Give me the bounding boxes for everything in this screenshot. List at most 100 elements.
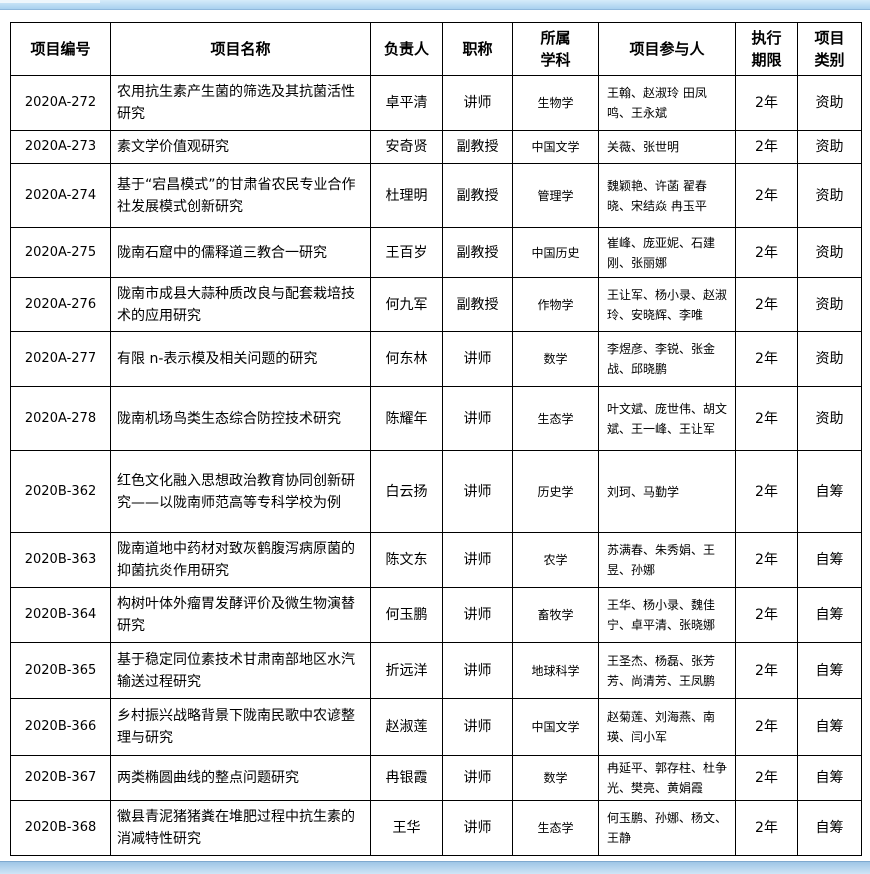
header-period: 执行期限 [735,22,798,76]
project-name-cell: 基于稳定同位素技术甘肃南部地区水汽输送过程研究 [110,642,371,699]
participants-cell: 魏颖艳、许菡 翟春晓、宋结焱 冉玉平 [598,163,736,228]
type-cell: 自筹 [797,532,862,588]
project-id-cell: 2020A-277 [10,331,111,387]
title-cell: 讲师 [442,532,513,588]
leader-cell: 折远洋 [370,642,443,699]
type-cell: 资助 [797,277,862,332]
project-id-cell: 2020A-276 [10,277,111,332]
type-cell: 资助 [797,331,862,387]
title-cell: 副教授 [442,130,513,164]
title-cell: 讲师 [442,386,513,451]
subject-cell: 中国历史 [512,227,599,278]
leader-cell: 何东林 [370,331,443,387]
period-cell: 2年 [735,75,798,131]
title-cell: 讲师 [442,587,513,643]
table-row: 2020B-365 基于稳定同位素技术甘肃南部地区水汽输送过程研究 折远洋 讲师 地球科… [10,642,862,699]
project-table: 项目编号 项目名称 负责人 职称 所属学科 项目参与人 执行期限 项目类别 20… [10,22,862,856]
project-name-cell: 有限 n-表示模及相关问题的研究 [110,331,371,387]
title-cell: 讲师 [442,800,513,856]
period-cell: 2年 [735,163,798,228]
subject-cell: 作物学 [512,277,599,332]
type-cell: 资助 [797,163,862,228]
project-name-cell: 陇南石窟中的儒释道三教合一研究 [110,227,371,278]
participants-cell: 李煜彦、李锐、张金战、邱晓鹏 [598,331,736,387]
leader-cell: 王百岁 [370,227,443,278]
header-participants: 项目参与人 [598,22,736,76]
header-title: 职称 [442,22,513,76]
table-row: 2020B-364 构树叶体外瘤胃发酵评价及微生物演替研究 何玉鹏 讲师 畜牧学 王华、杨… [10,587,862,643]
title-cell: 讲师 [442,75,513,131]
project-id-cell: 2020B-365 [10,642,111,699]
participants-cell: 苏满春、朱秀娟、王昱、孙娜 [598,532,736,588]
window-bottom-bar [0,861,870,874]
project-id-cell: 2020A-273 [10,130,111,164]
project-name-cell: 两类椭圆曲线的整点问题研究 [110,755,371,801]
period-cell: 2年 [735,277,798,332]
project-name-cell: 陇南道地中药材对致灰鹤腹泻病原菌的抑菌抗炎作用研究 [110,532,371,588]
leader-cell: 赵淑莲 [370,698,443,756]
project-name-cell: 农用抗生素产生菌的筛选及其抗菌活性研究 [110,75,371,131]
period-cell: 2年 [735,755,798,801]
subject-cell: 中国文学 [512,698,599,756]
header-project-id: 项目编号 [10,22,111,76]
header-leader: 负责人 [370,22,443,76]
table-row: 2020A-275 陇南石窟中的儒释道三教合一研究 王百岁 副教授 中国历史 崔峰、庞亚妮… [10,227,862,278]
project-name-cell: 基于“宕昌模式”的甘肃省农民专业合作社发展模式创新研究 [110,163,371,228]
type-cell: 自筹 [797,587,862,643]
participants-cell: 刘珂、马勤学 [598,450,736,533]
table-row: 2020A-272 农用抗生素产生菌的筛选及其抗菌活性研究 卓平清 讲师 生物学 王翰、赵… [10,75,862,131]
subject-cell: 生物学 [512,75,599,131]
period-cell: 2年 [735,532,798,588]
participants-cell: 赵菊莲、刘海燕、南瑛、闫小军 [598,698,736,756]
project-name-cell: 红色文化融入思想政治教育协同创新研究——以陇南师范高等专科学校为例 [110,450,371,533]
type-cell: 资助 [797,75,862,131]
participants-cell: 王华、杨小录、魏佳宁、卓平清、张晓娜 [598,587,736,643]
project-id-cell: 2020B-367 [10,755,111,801]
title-cell: 讲师 [442,331,513,387]
project-id-cell: 2020B-364 [10,587,111,643]
period-cell: 2年 [735,386,798,451]
project-name-cell: 陇南市成县大蒜种质改良与配套栽培技术的应用研究 [110,277,371,332]
subject-cell: 中国文学 [512,130,599,164]
type-cell: 资助 [797,227,862,278]
project-name-cell: 素文学价值观研究 [110,130,371,164]
project-id-cell: 2020B-368 [10,800,111,856]
table-row: 2020B-368 徽县青泥猪猪粪在堆肥过程中抗生素的消减特性研究 王华 讲师 生态学何… [10,800,862,856]
project-name-cell: 陇南机场鸟类生态综合防控技术研究 [110,386,371,451]
subject-cell: 地球科学 [512,642,599,699]
header-subject: 所属学科 [512,22,599,76]
participants-cell: 关薇、张世明 [598,130,736,164]
table-row: 2020A-277 有限 n-表示模及相关问题的研究 何东林 讲师 数学 李煜彦、李锐、张… [10,331,862,387]
table-row: 2020B-363 陇南道地中药材对致灰鹤腹泻病原菌的抑菌抗炎作用研究 陈文东 讲师农… [10,532,862,588]
leader-cell: 王华 [370,800,443,856]
window-top-bar [0,0,870,10]
leader-cell: 陈耀年 [370,386,443,451]
title-cell: 讲师 [442,642,513,699]
project-id-cell: 2020A-272 [10,75,111,131]
table-row: 2020A-274 基于“宕昌模式”的甘肃省农民专业合作社发展模式创新研究 杜理明副… [10,163,862,228]
participants-cell: 王让军、杨小录、赵淑玲、安晓辉、李唯 [598,277,736,332]
participants-cell: 王圣杰、杨磊、张芳芳、尚清芳、王凤鹏 [598,642,736,699]
project-id-cell: 2020B-366 [10,698,111,756]
participants-cell: 崔峰、庞亚妮、石建刚、张丽娜 [598,227,736,278]
title-cell: 讲师 [442,755,513,801]
participants-cell: 王翰、赵淑玲 田凤鸣、王永斌 [598,75,736,131]
subject-cell: 生态学 [512,800,599,856]
header-type: 项目类别 [797,22,862,76]
project-name-cell: 徽县青泥猪猪粪在堆肥过程中抗生素的消减特性研究 [110,800,371,856]
header-row: 项目编号 项目名称 负责人 职称 所属学科 项目参与人 执行期限 项目类别 [10,22,862,76]
table-row: 2020A-278 陇南机场鸟类生态综合防控技术研究 陈耀年 讲师 生态学 叶文斌、庞世伟… [10,386,862,451]
title-cell: 讲师 [442,698,513,756]
subject-cell: 数学 [512,755,599,801]
type-cell: 资助 [797,386,862,451]
project-id-cell: 2020B-362 [10,450,111,533]
project-name-cell: 构树叶体外瘤胃发酵评价及微生物演替研究 [110,587,371,643]
title-cell: 副教授 [442,227,513,278]
participants-cell: 叶文斌、庞世伟、胡文斌、王一峰、王让军 [598,386,736,451]
subject-cell: 农学 [512,532,599,588]
leader-cell: 杜理明 [370,163,443,228]
leader-cell: 冉银霞 [370,755,443,801]
type-cell: 自筹 [797,450,862,533]
title-cell: 讲师 [442,450,513,533]
leader-cell: 何九军 [370,277,443,332]
